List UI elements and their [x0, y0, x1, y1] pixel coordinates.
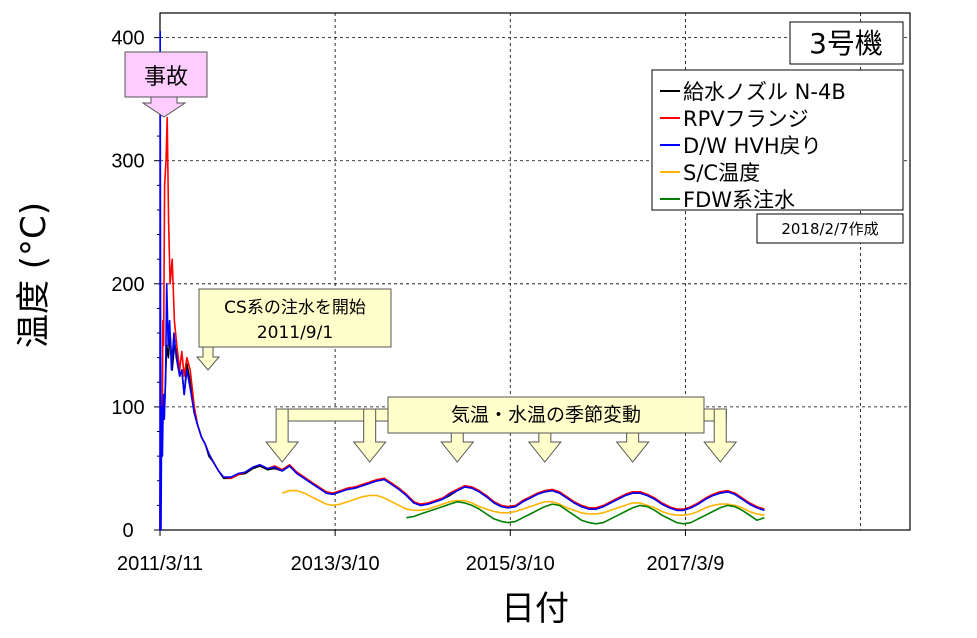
legend-label-2: D/W HVH戻り [683, 134, 822, 158]
x-tick-label: 2011/3/11 [117, 553, 203, 575]
created-label: 2018/2/7作成 [781, 220, 878, 238]
accident-label: 事故 [144, 65, 188, 90]
series-line-4 [406, 500, 765, 525]
x-tick-label: 2015/3/10 [466, 553, 555, 575]
cs-injection-label-line1: CS系の注水を開始 [224, 298, 366, 318]
chart-title: 3号機 [809, 27, 883, 60]
legend-label-4: FDW系注水 [683, 188, 795, 212]
x-tick-label: 2013/3/10 [291, 553, 380, 575]
seasonal-arrow [265, 408, 300, 463]
y-tick-label: 0 [122, 520, 133, 542]
y-tick-label: 100 [111, 397, 144, 419]
y-tick-label: 200 [111, 274, 144, 296]
seasonal-annotation: 気温・水温の季節変動 [265, 396, 738, 463]
cs-injection-arrow [195, 346, 221, 371]
x-tick-label: 2017/3/9 [647, 553, 725, 575]
x-axis: 2011/3/11 2013/3/10 2015/3/10 2017/3/9 [117, 530, 724, 575]
y-tick-label: 300 [111, 151, 144, 173]
legend-items: 給水ノズル N-4B RPVフランジ D/W HVH戻り S/C温度 FDW系注水 [660, 80, 846, 212]
legend [651, 69, 904, 211]
x-axis-label: 日付 [501, 589, 569, 629]
y-tick-label: 400 [111, 28, 144, 50]
seasonal-label: 気温・水温の季節変動 [451, 404, 641, 426]
y-axis: 0 100 200 300 400 [111, 28, 160, 542]
cs-injection-box [198, 288, 392, 348]
seasonal-arrow [703, 408, 738, 463]
seasonal-arrow [440, 432, 475, 463]
accident-arrow [141, 96, 187, 118]
seasonal-arrow [527, 432, 562, 463]
series-line-1 [159, 116, 765, 531]
series-line-3 [281, 489, 765, 517]
cs-injection-annotation: CS系の注水を開始 2011/9/1 [195, 288, 392, 371]
series-line-2 [159, 30, 765, 531]
seasonal-arrows [265, 408, 738, 463]
seasonal-arrow [352, 408, 387, 463]
accident-annotation: 事故 [124, 51, 208, 118]
legend-label-0: 給水ノズル N-4B [683, 80, 846, 104]
seasonal-box [387, 396, 705, 434]
legend-label-3: S/C温度 [683, 161, 760, 185]
series-lines [159, 30, 765, 531]
seasonal-arrow [615, 432, 650, 463]
y-axis-label: 温度 (°C) [14, 202, 54, 348]
created-label-box [756, 213, 904, 244]
title-box [789, 21, 904, 65]
accident-box [124, 51, 208, 98]
legend-label-1: RPVフランジ [683, 107, 809, 131]
cs-injection-label-line2: 2011/9/1 [257, 323, 333, 343]
